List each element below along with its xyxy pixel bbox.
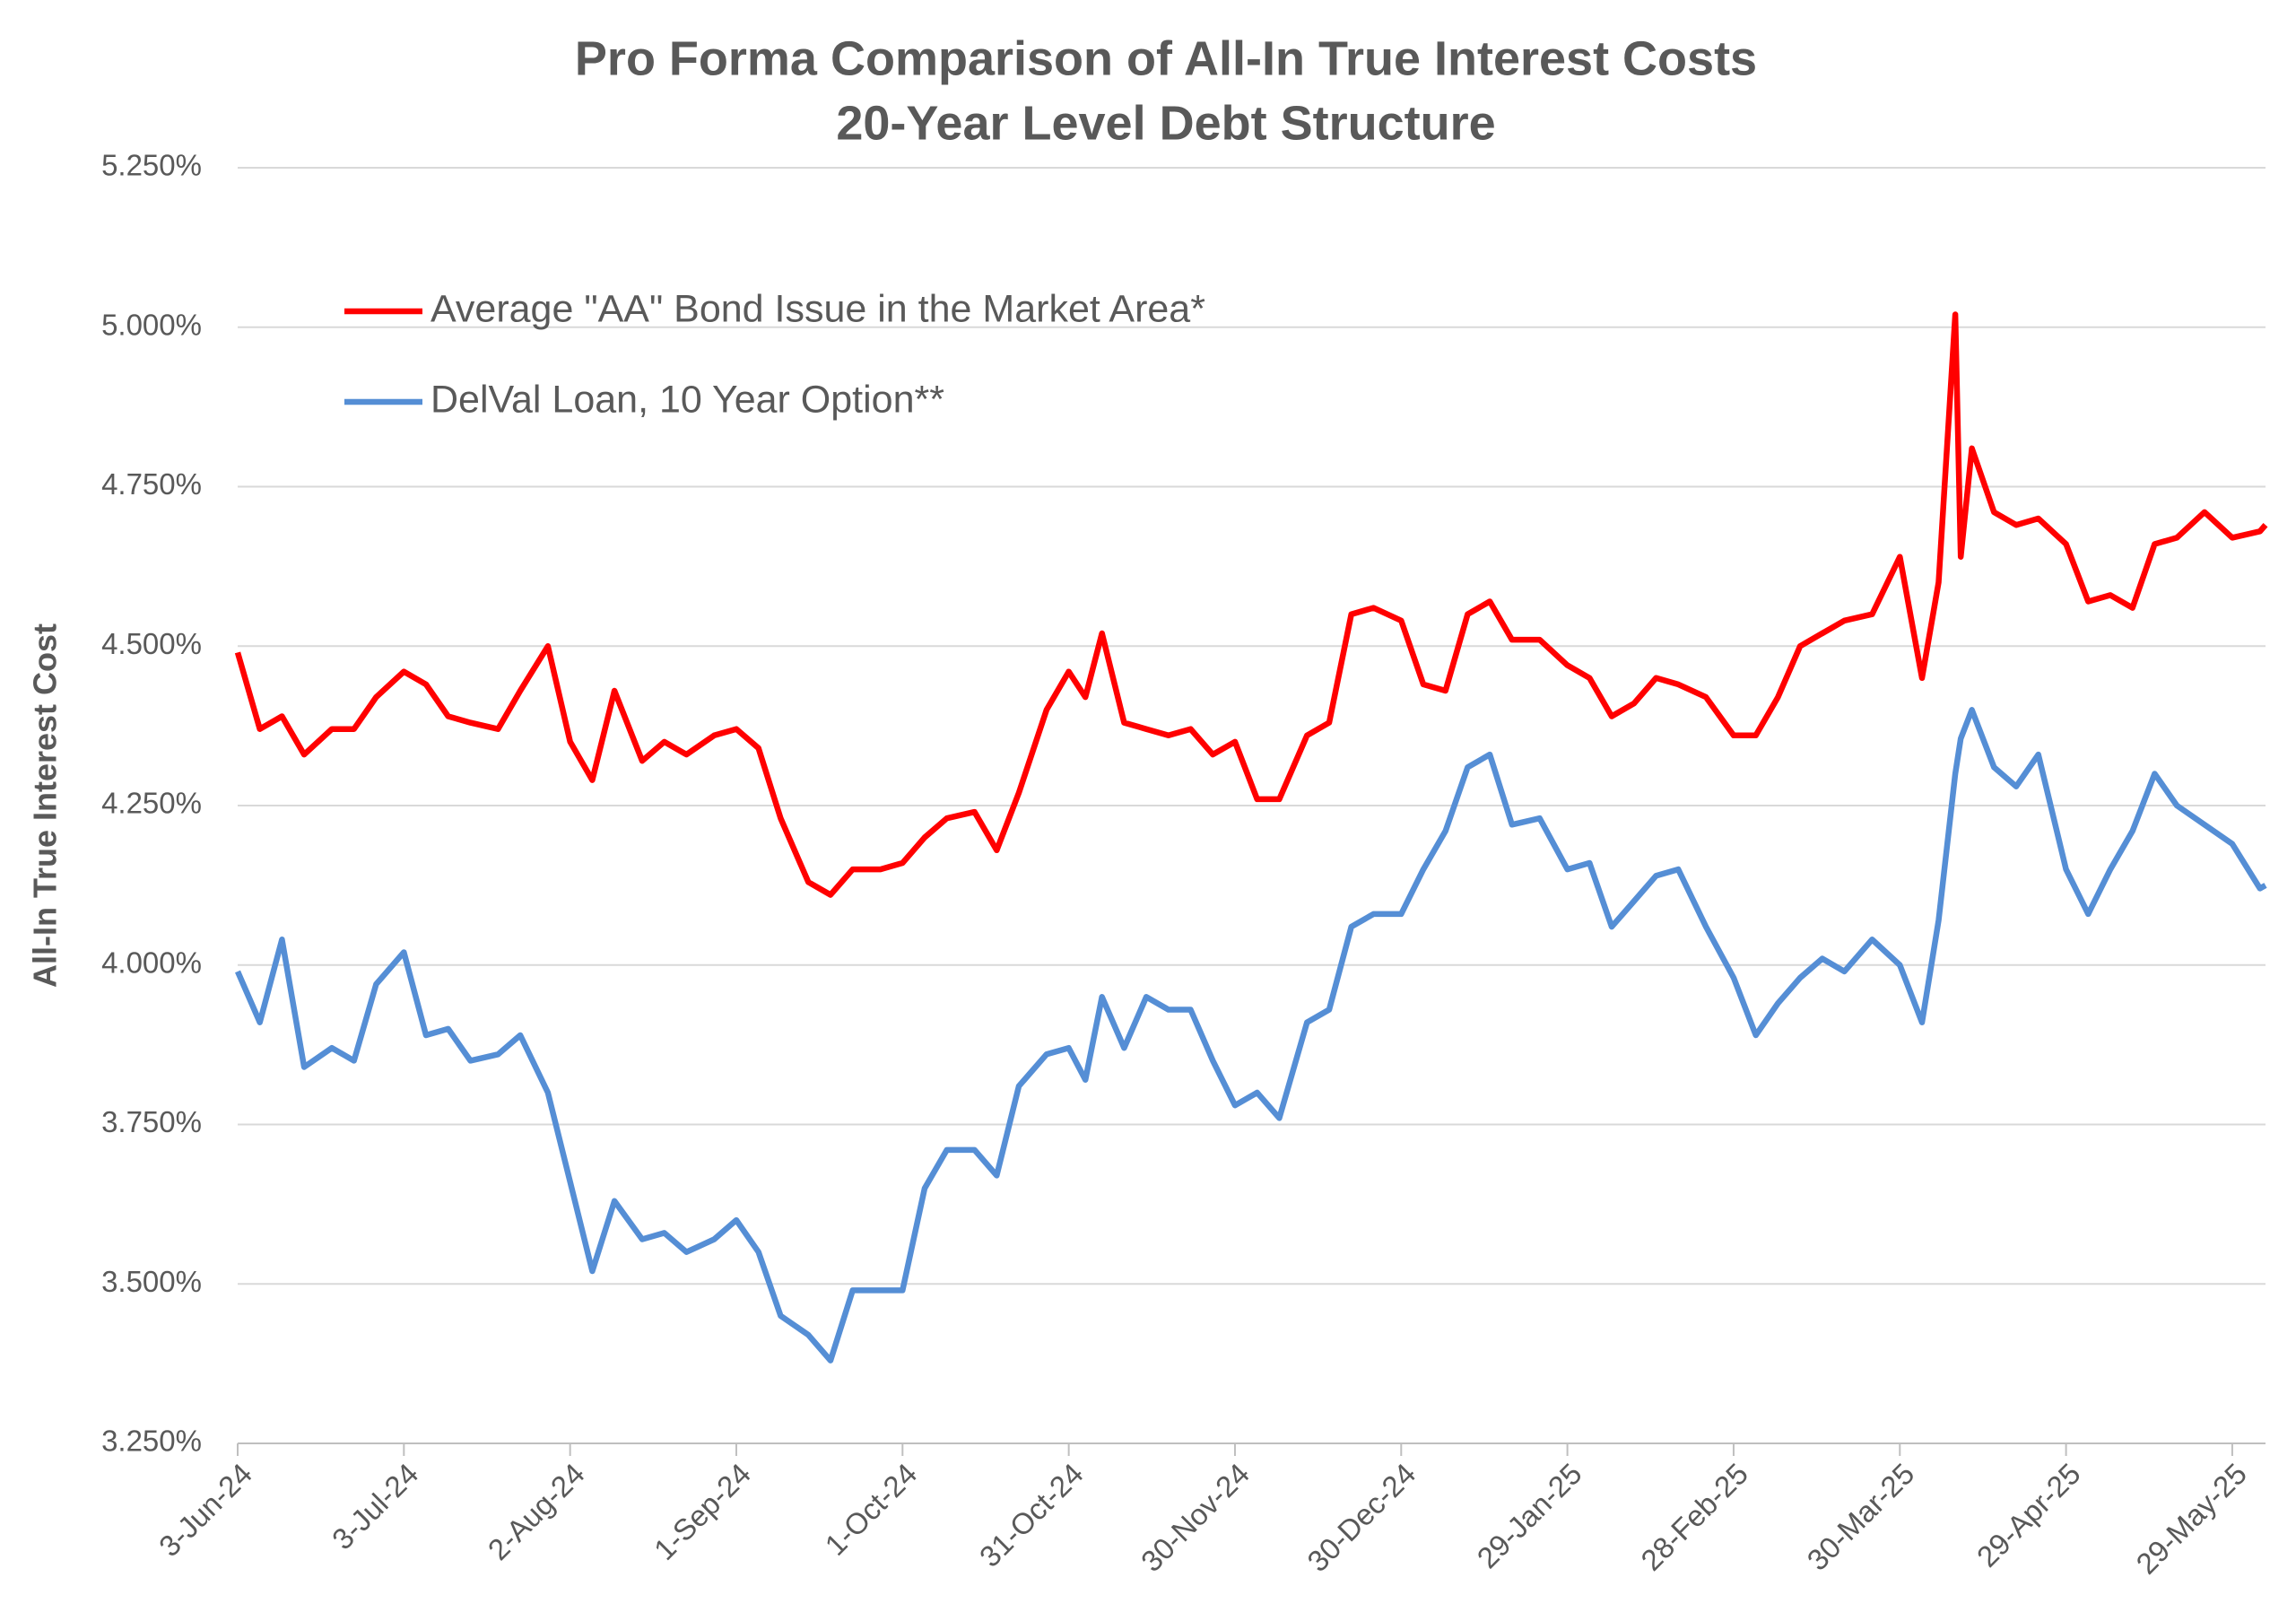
y-tick-label: 3.500% — [101, 1265, 202, 1298]
y-tick-label: 3.750% — [101, 1105, 202, 1138]
legend-label: DelVal Loan, 10 Year Option** — [430, 378, 944, 421]
y-tick-label: 5.250% — [101, 149, 202, 182]
y-tick-label: 3.250% — [101, 1425, 202, 1458]
x-tick-label: 30-Dec-24 — [1300, 1457, 1422, 1578]
y-tick-label: 5.000% — [101, 308, 202, 341]
x-tick-label: 1-Sep-24 — [648, 1457, 757, 1566]
y-tick-label: 4.750% — [101, 467, 202, 501]
x-tick-label: 29-Apr-25 — [1970, 1457, 2087, 1573]
x-tick-label: 29-May-25 — [2129, 1457, 2253, 1581]
x-tick-label: 3-Jul-24 — [326, 1457, 424, 1556]
y-tick-label: 4.250% — [101, 787, 202, 820]
x-tick-label: 30-Mar-25 — [1801, 1457, 1921, 1577]
chart-subtitle: 20-Year Level Debt Structure — [836, 96, 1495, 150]
chart-title: Pro Forma Comparison of All-In True Inte… — [575, 31, 1757, 85]
y-tick-label: 4.000% — [101, 946, 202, 979]
data-line — [234, 311, 2268, 898]
y-axis-title: All-In True Interest Cost — [27, 623, 64, 988]
x-tick-label: 2-Aug-24 — [482, 1457, 591, 1566]
y-tick-label: 4.500% — [101, 627, 202, 660]
x-tick-label: 30-Nov-24 — [1135, 1457, 1256, 1578]
x-tick-label: 28-Feb-25 — [1634, 1457, 1754, 1577]
x-tick-label: 31-Oct-24 — [973, 1457, 1090, 1573]
x-tick-label: 29-Jan-25 — [1470, 1457, 1587, 1574]
legend-label: Average "AA" Bond Issue in the Market Ar… — [430, 287, 1205, 330]
x-tick-label: 3-Jun-24 — [152, 1457, 258, 1563]
x-tick-label: 1-Oct-24 — [818, 1457, 923, 1562]
data-line — [235, 707, 2267, 1364]
